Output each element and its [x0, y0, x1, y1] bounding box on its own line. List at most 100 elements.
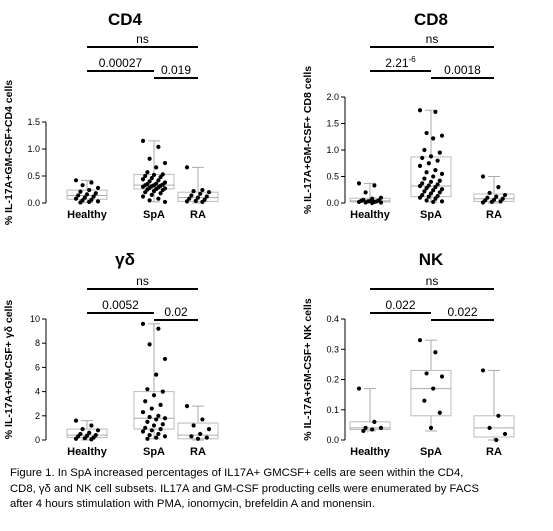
- panel-3: γδ 0 2 4 6 8 10 % IL-17A+GM-CSF+ γδ cells Health…: [3, 250, 219, 458]
- panel-1: CD4 0.0 0.5 1.0 1.5 % IL-17A+GM-CSF+CD4 cells…: [3, 10, 219, 225]
- data-point: [372, 183, 377, 188]
- data-point: [158, 402, 163, 408]
- data-point: [426, 194, 431, 199]
- data-point: [140, 194, 146, 199]
- panel-4: NK 0.0 0.1 0.2 0.3 0.4 % IL-17A+GM-CSF+ NK cel…: [302, 250, 515, 458]
- y-tick-label: 1.5: [326, 119, 339, 129]
- data-point: [356, 181, 362, 186]
- data-point: [431, 188, 436, 193]
- y-tick-label: 0.5: [326, 172, 339, 182]
- data-point: [87, 430, 92, 435]
- x-tick-label: RA: [486, 446, 502, 458]
- data-point: [162, 356, 168, 362]
- data-point: [439, 133, 445, 138]
- data-point: [361, 428, 366, 434]
- y-tick-label: 0.0: [326, 435, 339, 445]
- data-point: [143, 173, 148, 179]
- significance-label: ns: [426, 274, 439, 288]
- data-point: [143, 190, 148, 195]
- x-tick-label: Healthy: [67, 209, 108, 221]
- data-point: [433, 196, 438, 201]
- data-point: [73, 436, 79, 441]
- data-point: [422, 189, 427, 194]
- data-point: [480, 200, 486, 205]
- data-point: [502, 431, 508, 437]
- data-point: [378, 200, 384, 205]
- x-tick-label: SpA: [420, 446, 442, 458]
- data-point: [158, 427, 163, 432]
- data-point: [439, 187, 445, 192]
- data-point: [437, 178, 442, 183]
- data-point: [140, 138, 146, 143]
- caption-line: CD8, γδ and NK cell subsets. IL17A and G…: [10, 482, 480, 495]
- data-point: [193, 198, 198, 203]
- figure-caption: Figure 1. In SpA increased percentages o…: [10, 466, 545, 513]
- box-iqr: [177, 422, 219, 440]
- data-point: [160, 422, 165, 427]
- caption-line: Figure 1. In SpA increased percentages o…: [10, 467, 464, 479]
- data-point: [84, 192, 90, 197]
- x-tick-label: Healthy: [350, 209, 391, 221]
- box-iqr: [410, 369, 452, 417]
- data-point: [87, 199, 92, 205]
- data-point: [160, 389, 165, 394]
- data-point: [140, 184, 146, 189]
- data-point: [151, 172, 157, 178]
- data-point: [162, 199, 168, 205]
- data-point: [78, 200, 83, 205]
- x-tick-label: SpA: [143, 209, 165, 221]
- x-tick-label: SpA: [143, 446, 165, 458]
- data-point: [156, 326, 161, 331]
- data-point: [424, 170, 429, 175]
- data-point: [424, 186, 429, 191]
- data-point: [437, 410, 442, 415]
- data-point: [433, 185, 438, 190]
- data-point: [76, 193, 81, 198]
- data-point: [372, 419, 377, 424]
- significance-label: 0.00027: [99, 56, 143, 70]
- data-point: [73, 418, 79, 423]
- data-point: [437, 150, 442, 155]
- data-point: [80, 183, 85, 188]
- data-point: [431, 174, 436, 179]
- data-point: [417, 183, 423, 189]
- data-point: [156, 431, 161, 437]
- data-point: [422, 398, 427, 403]
- data-point: [356, 199, 362, 205]
- data-point: [424, 198, 429, 203]
- data-point: [198, 431, 203, 437]
- data-point: [184, 404, 190, 409]
- data-point: [204, 435, 209, 440]
- x-tick-label: Healthy: [350, 446, 391, 458]
- data-point: [147, 156, 152, 161]
- data-point: [162, 416, 168, 421]
- data-point: [487, 425, 492, 430]
- data-point: [494, 437, 499, 443]
- data-point: [480, 368, 486, 373]
- y-tick-label: 1.0: [27, 144, 40, 154]
- data-point: [156, 144, 161, 149]
- box-iqr: [473, 415, 515, 438]
- data-point: [140, 177, 146, 182]
- y-tick-label: 8: [35, 338, 40, 348]
- y-tick-label: 0.0: [27, 198, 40, 208]
- data-point: [200, 187, 205, 193]
- data-point: [140, 321, 146, 326]
- data-point: [82, 436, 87, 441]
- data-point: [426, 161, 431, 166]
- x-tick-label: Healthy: [67, 446, 108, 458]
- data-point: [378, 425, 384, 430]
- significance-label: 0.0018: [444, 63, 481, 77]
- significance-label: 0.022: [385, 298, 415, 312]
- y-tick-label: 4: [35, 387, 40, 397]
- data-point: [189, 434, 194, 439]
- data-point: [149, 428, 154, 433]
- data-point: [162, 434, 168, 439]
- data-point: [198, 191, 203, 196]
- data-point: [206, 427, 212, 432]
- data-point: [147, 198, 152, 203]
- data-point: [95, 428, 101, 433]
- significance-label: 0.022: [447, 305, 477, 319]
- data-point: [431, 199, 436, 205]
- data-point: [184, 165, 190, 170]
